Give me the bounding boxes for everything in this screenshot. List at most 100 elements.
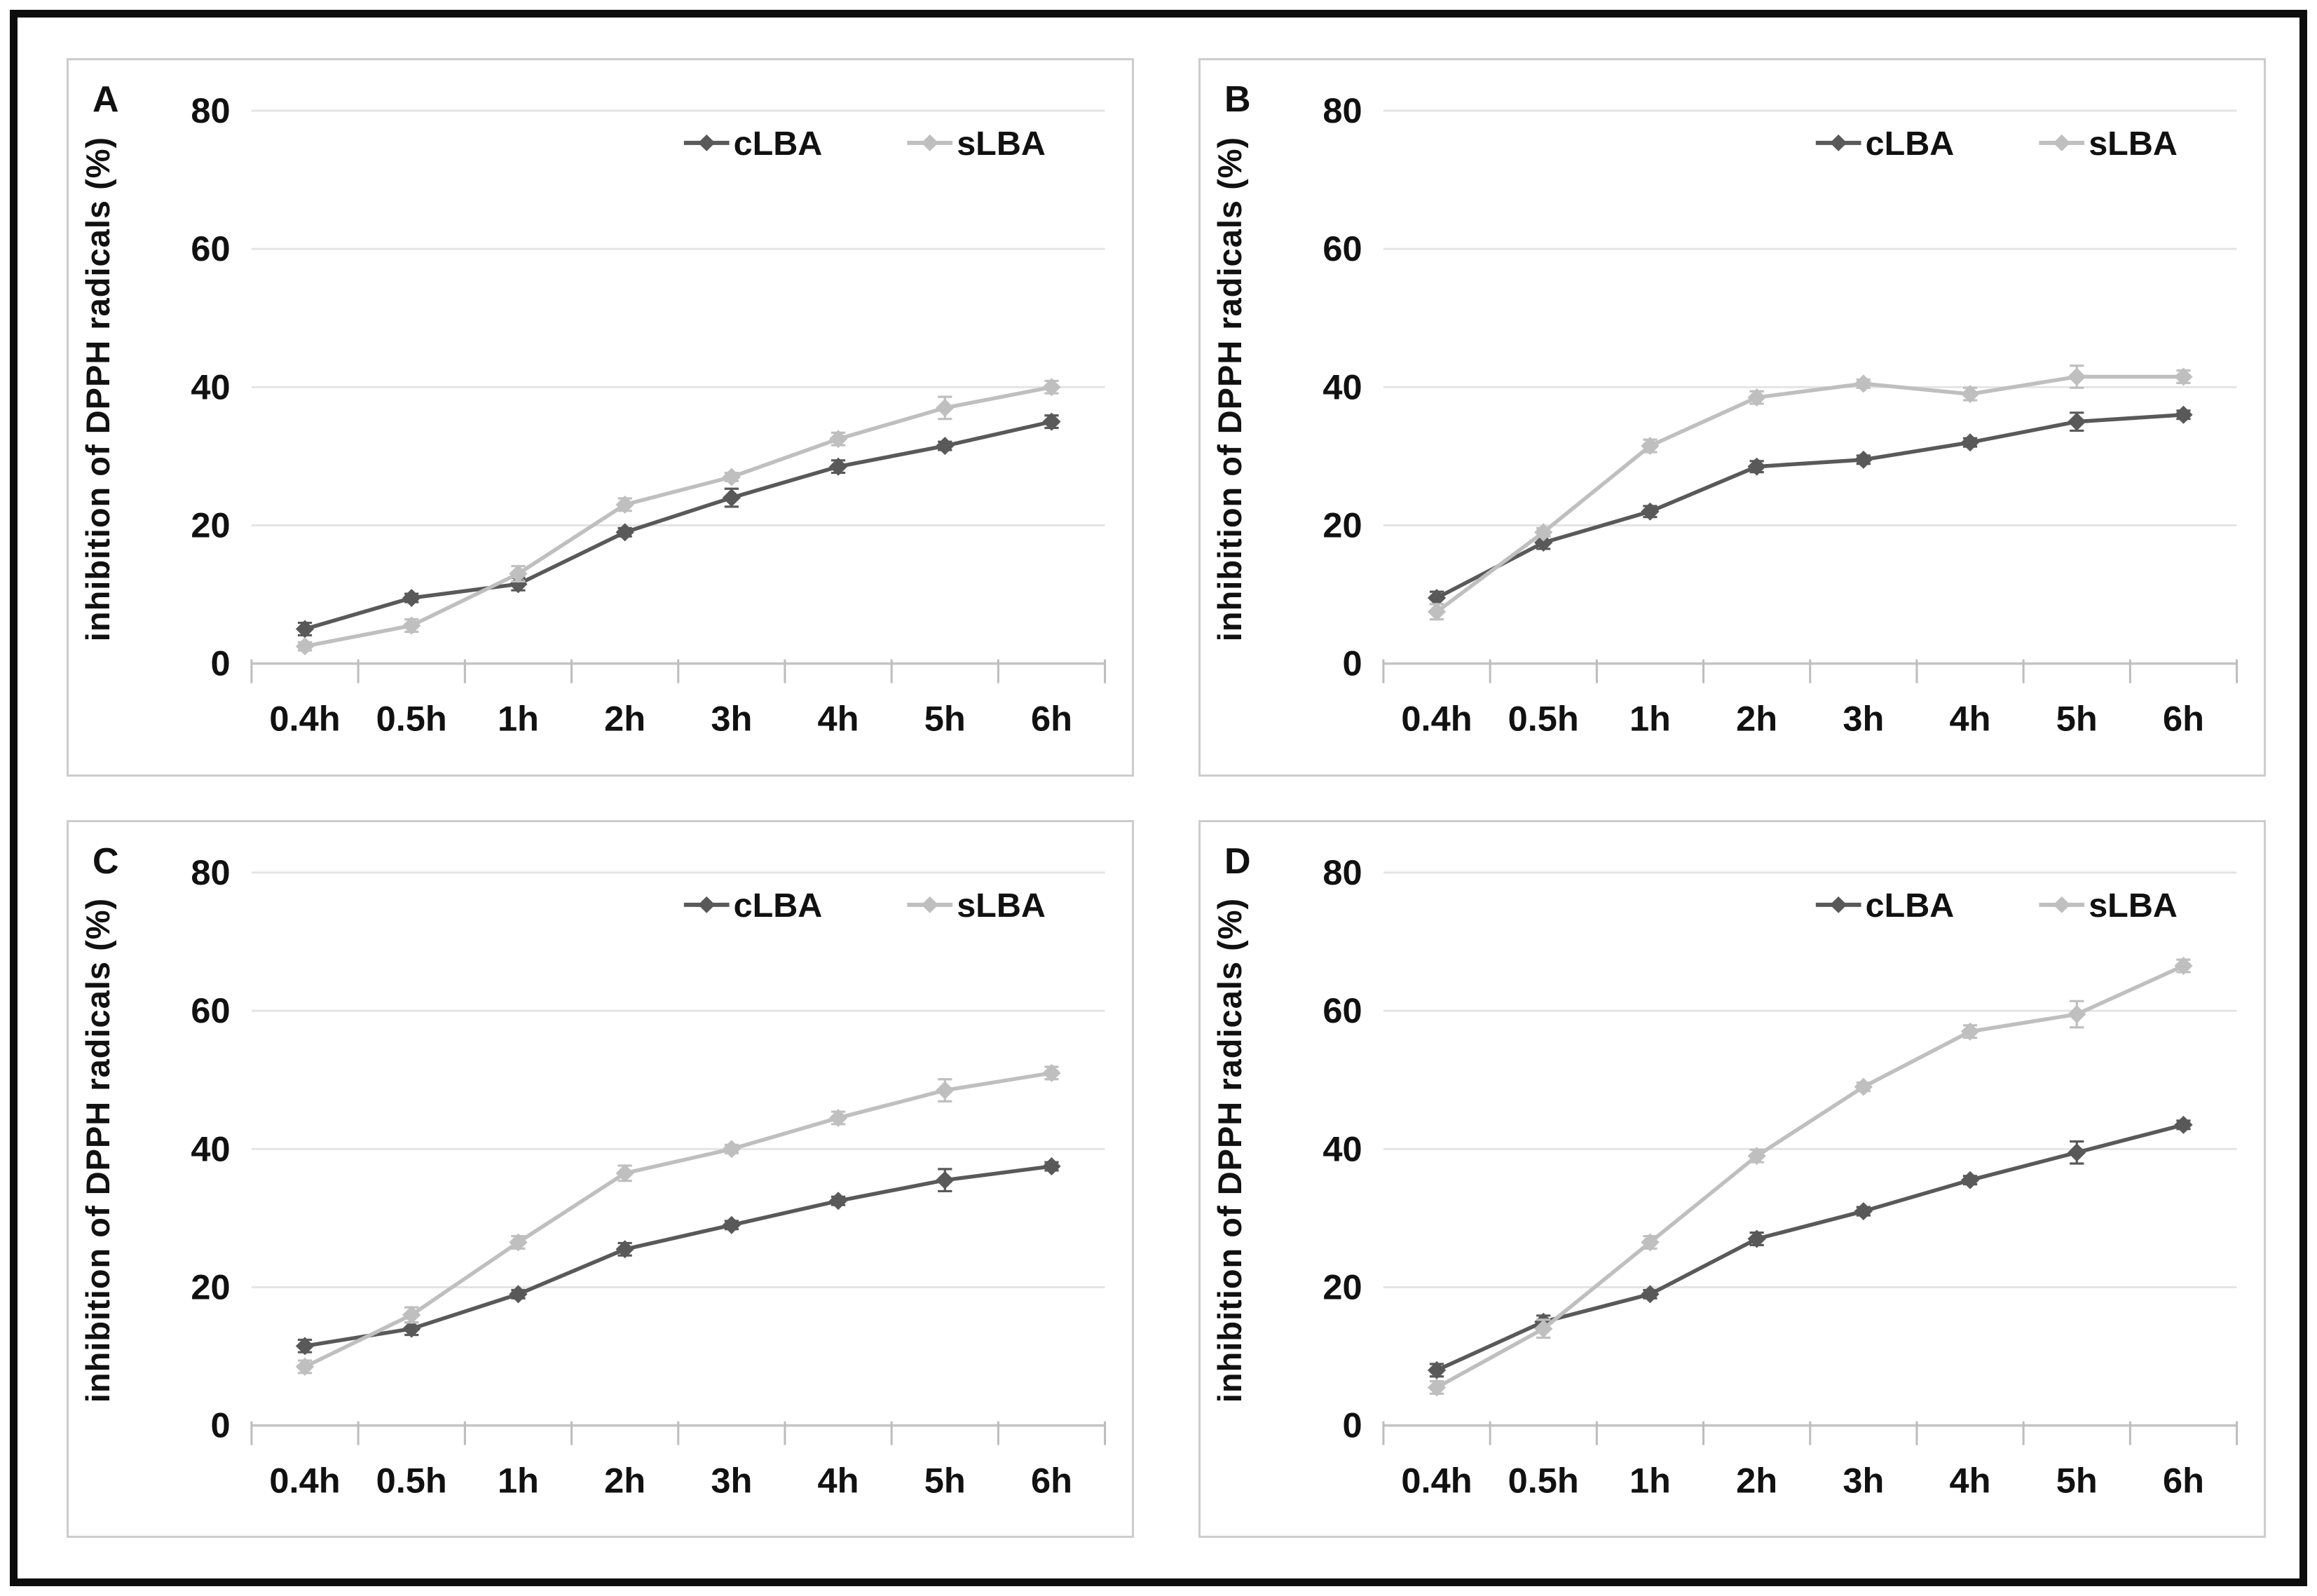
marker-sLBA (1747, 388, 1766, 407)
y-tick-label: 80 (191, 853, 230, 892)
x-tick-label: 3h (711, 1461, 752, 1500)
series-line-sLBA (1435, 964, 2185, 1389)
legend-entry-cLBA: cLBA (1815, 125, 1955, 163)
marker-sLBA (1854, 1077, 1873, 1096)
x-tick-label: 1h (498, 700, 539, 739)
legend-marker-sLBA (2053, 134, 2070, 151)
legend-marker-cLBA (1830, 896, 1847, 913)
series-line-cLBA (1435, 1122, 2185, 1372)
marker-cLBA (1641, 502, 1660, 521)
x-tick-label: 5h (2056, 700, 2098, 739)
x-tick-label: 0.5h (376, 700, 447, 739)
x-tick-label: 5h (924, 1461, 966, 1500)
marker-sLBA (2067, 367, 2086, 386)
marker-sLBA (936, 1081, 955, 1099)
marker-cLBA (295, 620, 315, 639)
legend-entry-cLBA: cLBA (683, 125, 823, 163)
panel-a-y-axis-title: inhibition of DPPH radicals (%) (79, 136, 116, 641)
figure-outer-border: A inhibition of DPPH radicals (%) 0 20 40 6… (10, 10, 2307, 1586)
svg-text:sLBA: sLBA (2089, 125, 2178, 163)
marker-sLBA (295, 1357, 315, 1376)
marker-sLBA (2067, 1004, 2086, 1023)
marker-sLBA (936, 398, 955, 417)
svg-text:cLBA: cLBA (734, 125, 823, 163)
x-tick-label: 3h (711, 700, 752, 739)
legend-entry-sLBA: sLBA (907, 125, 1046, 163)
marker-cLBA (615, 523, 634, 542)
x-tick-label: 6h (1031, 1461, 1072, 1500)
marker-cLBA (402, 1319, 421, 1338)
x-tick-label: 2h (604, 1461, 645, 1500)
y-tick-label: 40 (1322, 368, 1362, 407)
y-tick-label: 20 (191, 1267, 230, 1307)
y-tick-label: 40 (1322, 1129, 1362, 1168)
x-tick-label: 2h (1736, 700, 1777, 739)
x-tick-label: 4h (1950, 1461, 1991, 1500)
legend-entry-sLBA: sLBA (2039, 125, 2178, 163)
panel-b: B inhibition of DPPH radicals (%) 0 20 40 6… (1198, 58, 2266, 777)
y-tick-label: 80 (191, 91, 230, 130)
legend-marker-cLBA (698, 134, 716, 151)
svg-text:cLBA: cLBA (1866, 125, 1955, 163)
legend-marker-cLBA (1830, 134, 1847, 151)
panel-a-letter: A (93, 79, 119, 120)
series-line-sLBA (1435, 374, 2184, 613)
y-tick-label: 0 (1342, 1405, 1362, 1445)
x-tick-label: 6h (2163, 700, 2204, 739)
y-tick-label: 60 (191, 991, 230, 1030)
marker-cLBA (722, 1215, 741, 1234)
svg-text:cLBA: cLBA (1866, 887, 1955, 925)
panel-d: D inhibition of DPPH radicals (%) 0 20 40 6… (1198, 819, 2266, 1538)
x-tick-label: 5h (924, 700, 966, 739)
panel-c-plot: 0 20 40 60 80 0.4h 0.5h 1h 2h 3h 4h 5h 6h cLBA sLBA (191, 853, 1107, 1500)
x-tick-label: 5h (2056, 1461, 2098, 1500)
x-tick-label: 2h (1736, 1461, 1777, 1500)
panel-c-y-axis-title: inhibition of DPPH radicals (%) (79, 897, 116, 1403)
marker-cLBA (828, 1191, 848, 1210)
panel-d-y-axis-title: inhibition of DPPH radicals (%) (1211, 897, 1248, 1403)
series-line-sLBA (304, 385, 1053, 648)
legend-entry-cLBA: cLBA (683, 887, 823, 925)
x-tick-label: 3h (1843, 1461, 1884, 1500)
x-tick-label: 4h (818, 700, 859, 739)
x-tick-label: 1h (1629, 700, 1671, 739)
marker-cLBA (1854, 1201, 1873, 1220)
y-tick-label: 0 (210, 644, 230, 683)
svg-text:sLBA: sLBA (957, 125, 1046, 163)
y-tick-label: 40 (191, 368, 230, 407)
y-tick-label: 80 (1322, 853, 1362, 892)
marker-sLBA (1427, 1378, 1447, 1396)
x-tick-label: 0.4h (269, 1461, 340, 1500)
svg-text:cLBA: cLBA (734, 887, 823, 925)
marker-cLBA (2174, 405, 2193, 424)
marker-cLBA (1854, 450, 1873, 469)
series-line-cLBA (1435, 413, 2184, 600)
x-tick-label: 2h (604, 700, 645, 739)
panel-d-letter: D (1224, 840, 1251, 882)
x-tick-label: 0.4h (1401, 1461, 1472, 1500)
y-tick-label: 0 (210, 1405, 230, 1445)
legend-entry-sLBA: sLBA (2039, 887, 2178, 925)
marker-cLBA (402, 589, 421, 608)
svg-text:sLBA: sLBA (2089, 887, 2178, 925)
marker-cLBA (2174, 1115, 2193, 1134)
marker-sLBA (295, 637, 315, 656)
marker-cLBA (509, 575, 528, 594)
panel-b-plot: 0 20 40 60 80 0.4h 0.5h 1h 2h 3h 4h 5h 6h cLBA sLBA (1322, 91, 2239, 739)
marker-sLBA (402, 616, 421, 635)
marker-cLBA (1042, 1157, 1061, 1175)
marker-sLBA (1534, 1319, 1553, 1338)
x-tick-label: 3h (1843, 700, 1884, 739)
x-tick-label: 0.5h (376, 1461, 447, 1500)
marker-cLBA (1960, 1171, 1980, 1189)
x-tick-label: 0.5h (1508, 700, 1579, 739)
marker-sLBA (402, 1305, 421, 1324)
marker-cLBA (1747, 457, 1766, 476)
marker-cLBA (722, 489, 741, 507)
panel-d-plot: 0 20 40 60 80 0.4h 0.5h 1h 2h 3h 4h 5h 6h cLBA sLBA (1322, 853, 2239, 1500)
marker-sLBA (1641, 437, 1660, 456)
y-tick-label: 20 (191, 506, 230, 545)
marker-sLBA (1854, 374, 1873, 393)
series-line-sLBA (303, 1070, 1052, 1368)
